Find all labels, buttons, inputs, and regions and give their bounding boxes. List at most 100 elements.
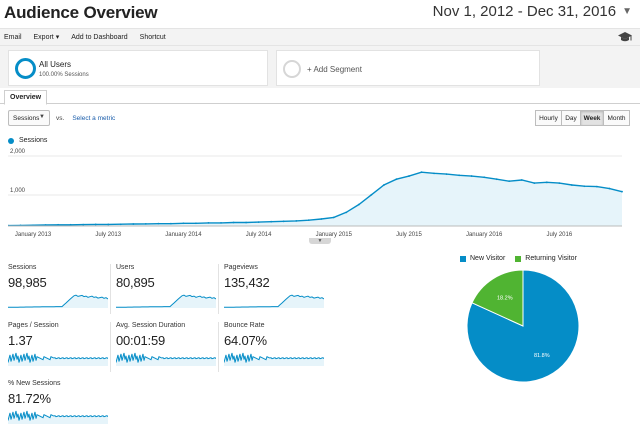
data-point [270, 220, 273, 223]
y-tick-label: 1,000 [10, 188, 26, 194]
collapse-chart-icon[interactable]: ▼ [309, 238, 331, 244]
email-button[interactable]: Email [4, 33, 22, 41]
sparkline-line [8, 352, 108, 363]
scorecard[interactable]: Avg. Session Duration 00:01:59 [110, 322, 218, 372]
scorecard[interactable]: % New Sessions 81.72% [8, 380, 110, 430]
scorecard-value: 98,985 [8, 275, 47, 290]
export-button[interactable]: Export ▾ [34, 33, 60, 41]
data-point [169, 222, 172, 225]
scorecard-label: Pageviews [224, 264, 258, 271]
data-point [207, 221, 210, 224]
chevron-down-icon: ▼ [39, 114, 45, 120]
data-point [119, 223, 122, 226]
segment-all-users[interactable]: All Users 100.00% Sessions [8, 50, 268, 86]
x-tick-label: January 2015 [316, 232, 353, 238]
metric-select[interactable]: Sessions ▼ [8, 110, 50, 126]
data-point [332, 216, 335, 219]
export-label: Export [33, 34, 54, 41]
scorecard-value: 64.07% [224, 333, 267, 348]
data-point [107, 223, 110, 226]
interval-month-button[interactable]: Month [603, 110, 630, 126]
tab-overview[interactable]: Overview [4, 90, 48, 105]
sparkline-area [224, 353, 324, 366]
data-point [420, 171, 423, 174]
data-point [94, 223, 97, 226]
sparkline-area [8, 411, 108, 424]
legend-swatch-returning [515, 255, 522, 262]
interval-toggle: Hourly Day Week Month [535, 110, 630, 126]
pie-slice-returning-visitor[interactable] [471, 269, 524, 327]
x-tick-label: January 2013 [15, 232, 52, 238]
pie-slice-new-visitor[interactable] [466, 269, 580, 383]
data-point [245, 221, 247, 224]
sparkline [224, 352, 324, 366]
sparkline-line [8, 410, 108, 421]
chevron-down-icon: ▼ [622, 6, 632, 17]
scorecard[interactable]: Sessions 98,985 [8, 264, 110, 314]
data-point [132, 223, 135, 225]
sparkline-area [116, 353, 216, 366]
sparkline-line [8, 294, 108, 308]
graduation-cap-icon[interactable] [618, 31, 632, 43]
scorecard-label: Users [116, 264, 135, 271]
data-point [345, 211, 348, 214]
scorecard-divider [110, 322, 111, 372]
data-point [520, 179, 523, 181]
metric-picker-row: Sessions ▼ vs. Select a metric [8, 110, 115, 126]
data-point [195, 222, 197, 225]
report-tabs: Overview [0, 88, 640, 105]
data-point [44, 224, 47, 226]
interval-day-button[interactable]: Day [561, 110, 581, 126]
vs-label: vs. [56, 114, 65, 122]
interval-week-button[interactable]: Week [580, 110, 604, 126]
scorecard-value: 81.72% [8, 391, 51, 406]
chart-legend: Sessions [8, 137, 47, 144]
data-point [370, 193, 373, 196]
scorecard-value: 80,895 [116, 275, 155, 290]
legend-item-new-visitor: New Visitor [460, 255, 505, 262]
sparkline-line [224, 294, 324, 308]
interval-hourly-button[interactable]: Hourly [535, 110, 562, 126]
shortcut-button[interactable]: Shortcut [139, 33, 166, 41]
date-range-picker[interactable]: Nov 1, 2012 - Dec 31, 2016 ▼ [433, 3, 632, 20]
sessions-chart-svg: 2,000 1,000 January 2013 July 2013 January 2… [7, 149, 623, 238]
data-point [408, 175, 410, 177]
scorecard-divider [218, 264, 219, 314]
date-range-label: Nov 1, 2012 - Dec 31, 2016 [432, 3, 617, 20]
scorecard[interactable]: Bounce Rate 64.07% [218, 322, 326, 372]
x-tick-label: July 2015 [396, 232, 422, 238]
legend-label: Sessions [19, 137, 48, 144]
sparkline [116, 294, 216, 308]
scorecard-divider [110, 264, 111, 314]
data-point [182, 222, 185, 225]
pie-slice-label: 81.8% [534, 353, 550, 359]
scorecard[interactable]: Users 80,895 [110, 264, 218, 314]
pie-slice-label: 18.2% [497, 296, 513, 302]
data-point [383, 184, 385, 186]
legend-swatch-new [460, 255, 466, 262]
sparkline-area [224, 295, 324, 308]
data-point [320, 218, 323, 220]
legend-item-returning-visitor: Returning Visitor [515, 255, 577, 262]
data-point [433, 172, 435, 175]
scorecard[interactable]: Pageviews 135,432 [218, 264, 326, 314]
sessions-chart[interactable]: 2,000 1,000 January 2013 July 2013 January 2… [7, 146, 632, 244]
scorecard-label: Avg. Session Duration [116, 322, 186, 329]
scorecard[interactable]: Pages / Session 1.37 [8, 322, 110, 372]
add-segment-button[interactable]: + Add Segment [276, 50, 540, 86]
sparkline [224, 294, 324, 308]
segment-ring-icon [15, 58, 36, 79]
sparkline [8, 410, 108, 424]
data-point [583, 185, 586, 188]
visitor-type-pie-chart[interactable]: 81.8% 18.2% [465, 268, 581, 384]
sparkline [8, 294, 108, 308]
scorecard-label: Pages / Session [8, 322, 59, 329]
data-point [157, 222, 160, 225]
data-point [533, 182, 536, 184]
sparkline [116, 352, 216, 366]
select-metric-link[interactable]: Select a metric [72, 114, 116, 122]
sparkline-area [116, 295, 216, 308]
data-point [458, 174, 461, 177]
add-to-dashboard-button[interactable]: Add to Dashboard [71, 33, 128, 41]
data-point [395, 178, 398, 181]
